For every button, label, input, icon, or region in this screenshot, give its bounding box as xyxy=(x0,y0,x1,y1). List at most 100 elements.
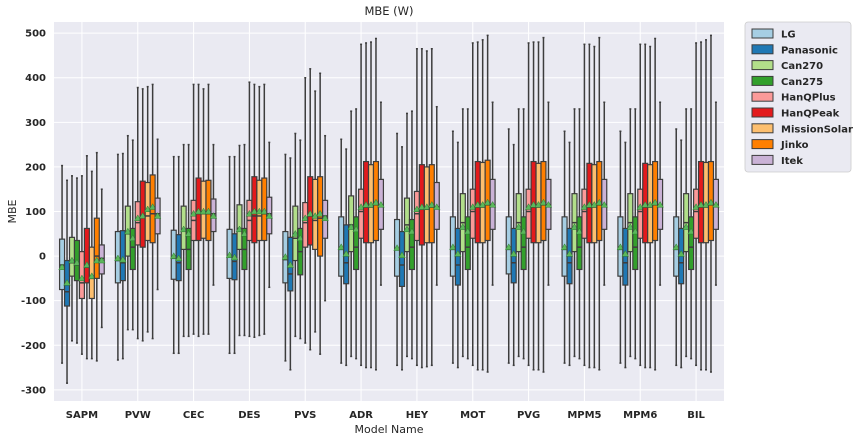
mean-marker xyxy=(702,201,710,208)
mean-marker xyxy=(519,227,528,235)
box xyxy=(311,90,319,333)
legend-box xyxy=(744,21,852,173)
box xyxy=(509,143,518,367)
legend-swatch xyxy=(751,75,774,86)
box xyxy=(281,153,290,362)
mean-marker xyxy=(570,223,579,230)
box xyxy=(692,42,700,367)
box-iqr xyxy=(83,227,90,284)
mean-marker xyxy=(73,258,81,266)
box xyxy=(98,188,106,329)
box-iqr xyxy=(398,230,406,288)
legend-swatch xyxy=(751,91,774,102)
box xyxy=(286,157,295,371)
mean-marker xyxy=(114,254,122,262)
box xyxy=(707,34,715,373)
box-iqr xyxy=(520,216,527,271)
box xyxy=(114,153,122,361)
mean-marker xyxy=(483,198,492,206)
legend-label: Can275 xyxy=(781,77,823,88)
mean-marker xyxy=(682,223,690,230)
mean-marker xyxy=(194,207,203,215)
box xyxy=(544,101,553,286)
box xyxy=(321,134,329,302)
mean-marker xyxy=(646,201,654,208)
mean-marker xyxy=(342,250,350,257)
box-iqr xyxy=(469,188,476,239)
box xyxy=(514,108,523,358)
mean-marker xyxy=(707,198,715,206)
box xyxy=(565,141,574,367)
box xyxy=(93,151,101,362)
mean-marker xyxy=(672,243,680,250)
box xyxy=(362,42,370,369)
box xyxy=(570,108,579,358)
mean-marker xyxy=(575,227,584,235)
mean-marker xyxy=(189,209,198,217)
series-can270 xyxy=(68,108,690,358)
mean-marker xyxy=(184,229,193,237)
box-iqr xyxy=(581,188,588,239)
mean-marker xyxy=(565,250,574,257)
mean-marker xyxy=(534,201,543,208)
x-tick-label: DES xyxy=(238,410,260,421)
mean-marker xyxy=(560,243,569,250)
series-panasonic xyxy=(63,139,685,384)
mean-marker xyxy=(357,203,365,210)
mean-marker xyxy=(347,223,355,230)
mean-marker xyxy=(712,201,720,208)
legend-swatch xyxy=(751,44,774,55)
box xyxy=(291,132,300,338)
legend-label: Jinko xyxy=(780,140,809,151)
box xyxy=(682,108,690,358)
mean-marker xyxy=(641,201,649,208)
mean-marker xyxy=(393,244,401,251)
box xyxy=(73,177,81,344)
legend-label: Panasonic xyxy=(781,45,838,56)
box xyxy=(483,34,492,373)
x-tick-label: MPM5 xyxy=(567,410,601,421)
legend-swatch xyxy=(751,154,774,165)
chart-title: MBE (W) xyxy=(364,4,413,18)
mean-marker xyxy=(296,234,305,241)
mean-marker xyxy=(616,243,625,250)
box xyxy=(656,101,664,286)
legend-swatch xyxy=(751,60,774,71)
mean-marker xyxy=(230,253,239,261)
mean-marker xyxy=(129,234,137,241)
box xyxy=(651,37,659,371)
box xyxy=(235,144,244,337)
box xyxy=(179,143,188,338)
box xyxy=(189,83,198,335)
mean-marker xyxy=(63,279,71,286)
legend-label: MissionSolar xyxy=(781,124,853,135)
box xyxy=(646,45,654,369)
legend-label: HanQPeak xyxy=(781,109,840,120)
mean-marker xyxy=(636,203,644,210)
mean-marker xyxy=(352,225,360,233)
box xyxy=(347,110,355,358)
mean-marker xyxy=(174,254,183,262)
box xyxy=(636,43,644,367)
mean-marker xyxy=(408,227,416,235)
box xyxy=(68,175,76,342)
mean-marker xyxy=(423,203,431,210)
mean-marker xyxy=(209,212,218,219)
box xyxy=(148,83,157,340)
y-tick-label: 500 xyxy=(25,29,46,40)
mean-marker xyxy=(124,227,132,235)
mean-marker xyxy=(225,251,234,258)
box xyxy=(230,155,239,355)
mean-marker xyxy=(265,212,273,219)
mean-marker xyxy=(413,205,421,212)
box-iqr xyxy=(688,216,695,271)
mean-marker xyxy=(600,201,608,208)
box xyxy=(621,141,630,369)
mean-marker xyxy=(677,250,685,257)
box xyxy=(712,101,720,286)
mean-marker xyxy=(687,227,695,235)
box-iqr xyxy=(119,230,126,282)
mean-marker xyxy=(58,263,66,270)
box xyxy=(616,130,625,364)
legend-label: Itek xyxy=(781,156,803,167)
